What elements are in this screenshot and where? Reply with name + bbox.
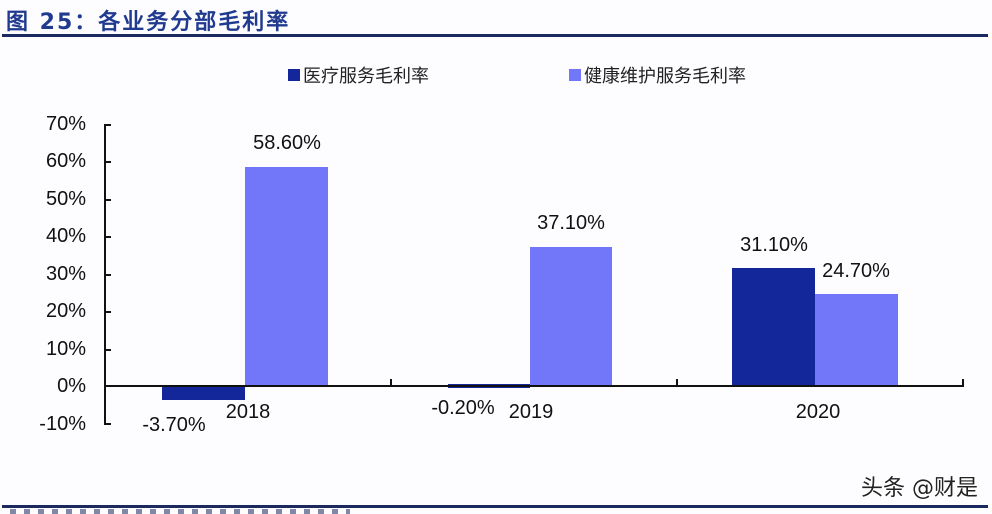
bar-health-2019 [530,247,612,386]
legend-swatch-icon [288,69,300,81]
value-label-health-2020: 24.70% [822,260,890,282]
value-label-medical-2018: -3.70% [142,414,206,436]
y-tick [104,311,111,313]
y-tick [104,236,111,238]
title-divider [2,34,988,37]
legend-label: 医疗服务毛利率 [303,66,429,87]
y-tick-label: 60% [45,150,86,172]
x-tick [390,379,392,386]
watermark: 头条 @财是 [861,476,978,501]
y-tick-label: 20% [45,300,86,322]
bar-medical-2018 [162,386,245,400]
legend-item-health-maintenance: 健康维护服务毛利率 [569,62,746,88]
x-category-label: 2020 [795,401,841,423]
y-tick [104,161,111,163]
x-tick [676,379,678,386]
y-tick [104,199,111,201]
x-tick [962,379,964,386]
value-label-medical-2020: 31.10% [740,234,808,256]
y-tick-label: 40% [45,225,86,247]
value-label-medical-2019: -0.20% [431,397,495,419]
y-tick-label: 50% [45,188,86,210]
bar-health-2020 [815,294,898,386]
x-category-label: 2018 [225,401,271,423]
y-tick-label: 70% [45,113,86,135]
x-category-label: 2019 [508,401,554,423]
y-tick-label: -10% [39,413,86,435]
legend-label: 健康维护服务毛利率 [584,66,746,87]
chart-title: 图 25：各业务分部毛利率 [6,10,291,35]
y-tick-label: 0% [57,375,86,397]
x-axis-line [104,385,964,387]
y-tick-label: 10% [45,338,86,360]
footer-divider [2,505,988,508]
value-label-health-2019: 37.10% [537,212,605,234]
y-tick-label: 30% [45,263,86,285]
legend: 医疗服务毛利率 健康维护服务毛利率 [0,62,992,88]
y-tick [104,349,111,351]
bar-medical-2020 [732,268,815,386]
legend-item-medical-service: 医疗服务毛利率 [288,62,429,88]
y-tick [104,423,111,425]
cropped-source-text [10,509,350,514]
bar-health-2018 [245,167,328,386]
y-tick [104,124,111,126]
y-tick [104,274,111,276]
value-label-health-2018: 58.60% [253,132,321,154]
legend-swatch-icon [569,69,581,81]
